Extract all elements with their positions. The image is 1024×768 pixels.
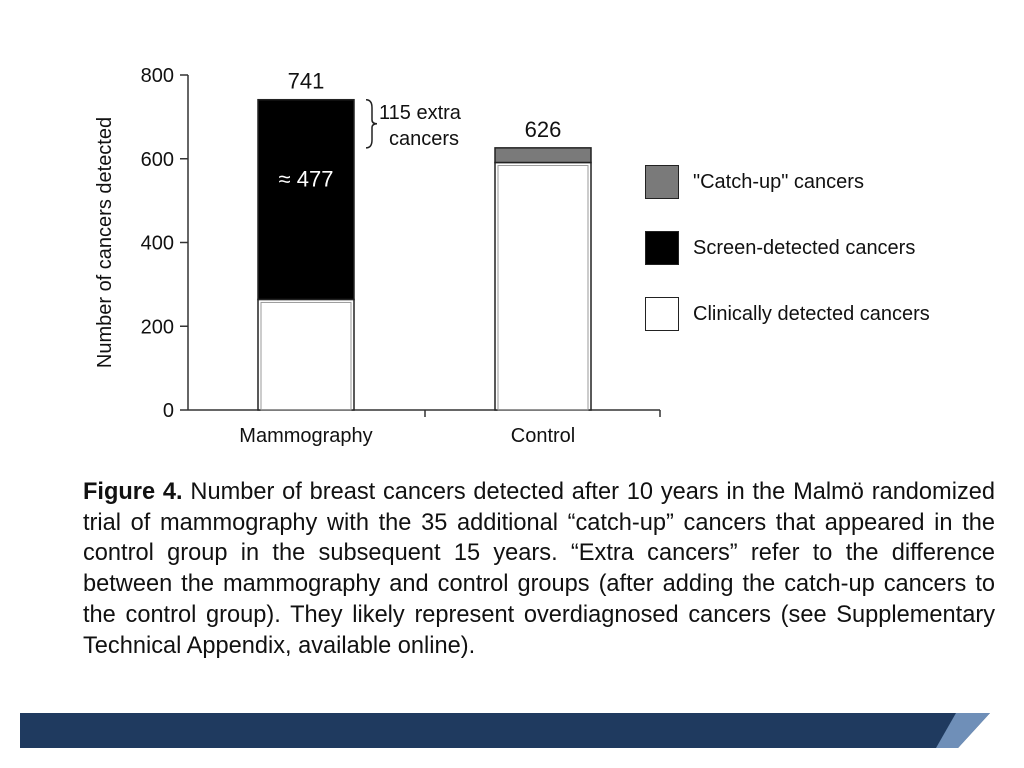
legend-item-catch-up: "Catch-up" cancers [645,164,864,200]
legend-swatch-screen-detected [645,231,679,265]
bar-total-label: 741 [288,69,325,94]
footer-band-accent [936,713,990,748]
y-tick-label: 200 [141,316,174,338]
bar-segment-mammography-1 [257,98,355,301]
bar-total-label: 626 [525,117,562,142]
stacked-bar-chart: 0 200 400 600 800 Number of cancers detected M… [94,65,661,447]
legend-item-screen-detected: Screen-detected cancers [645,230,915,266]
legend-swatch-catch-up [645,165,679,199]
y-tick-label: 800 [141,65,174,87]
y-tick-label: 400 [141,233,174,255]
bar-segment-rim [260,301,352,411]
figure-caption: Figure 4. Number of breast cancers detec… [83,477,995,661]
figure-caption-text: Number of breast cancers detected after … [83,479,995,659]
legend-label-clinically-detected: Clinically detected cancers [693,302,930,325]
extra-cancers-bracket [365,98,378,149]
x-tick-label: Mammography [239,425,372,447]
bar-segment-control-2 [494,147,592,164]
legend-swatch-clinically-detected [645,297,679,331]
y-axis-title: Number of cancers detected [94,117,116,368]
bracket-label-line1: 115 extra [379,102,462,124]
legend-label-catch-up: "Catch-up" cancers [693,170,864,193]
x-tick-label: Control [511,425,575,447]
y-tick-label: 0 [163,400,174,422]
legend-item-clinically-detected: Clinically detected cancers [645,296,930,332]
footer-band-shape [20,713,990,748]
segment-label: ≈ 477 [279,167,334,192]
legend-label-screen-detected: Screen-detected cancers [693,236,916,259]
figure-caption-label: Figure 4. [83,479,183,505]
y-tick-label: 600 [141,149,174,171]
bracket-label-line2: cancers [389,128,459,150]
bar-segment-rim [497,165,589,411]
